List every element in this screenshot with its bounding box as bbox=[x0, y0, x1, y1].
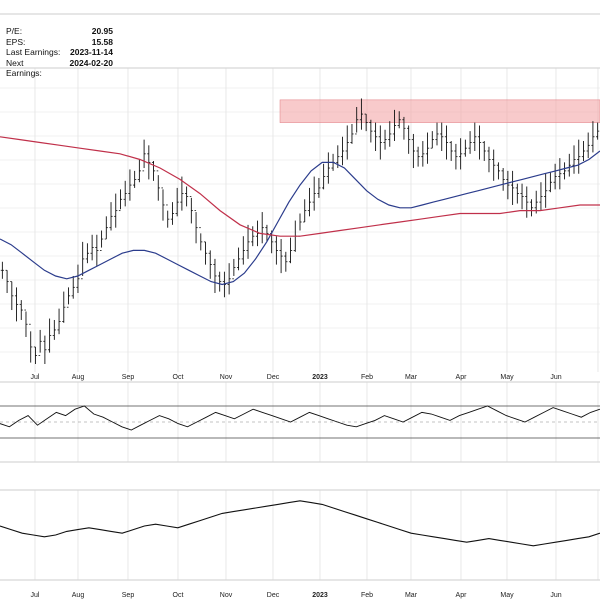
moving-averages bbox=[0, 136, 600, 286]
x-tick-label: Aug bbox=[72, 592, 85, 599]
x-tick-label: Jul bbox=[31, 374, 40, 381]
x-axis-ticks: Jul Jul Aug Aug Sep Sep Oct Oct Nov Nov Dec Dec 2023… bbox=[31, 374, 562, 599]
x-tick-label: Mar bbox=[405, 592, 418, 599]
x-tick-label: 2023 bbox=[312, 374, 328, 381]
x-tick-label: Jul bbox=[31, 592, 40, 599]
ma_200-line bbox=[0, 136, 600, 237]
fundamental-value: 2024-02-20 bbox=[69, 57, 113, 68]
fundamental-value: 15.58 bbox=[91, 36, 113, 47]
x-tick-label: Feb bbox=[361, 374, 373, 381]
x-tick-label: Mar bbox=[405, 374, 418, 381]
x-tick-label: Sep bbox=[122, 592, 135, 599]
indicator-panel-2 bbox=[0, 500, 600, 547]
fundamental-label: P/E: bbox=[6, 26, 23, 36]
grid-lines bbox=[0, 68, 600, 580]
fundamental-row: Last Earnings: 2023-11-14 bbox=[6, 47, 113, 58]
x-tick-label: Dec bbox=[267, 374, 280, 381]
fundamental-label: EPS: bbox=[6, 36, 26, 47]
fundamental-label: Next Earnings: bbox=[6, 57, 42, 79]
x-tick-label: Nov bbox=[220, 592, 233, 599]
x-tick-label: May bbox=[500, 374, 514, 381]
fundamentals-box: P/E: 20.95 EPS: 15.58 Last Earnings: 2023-1… bbox=[6, 26, 113, 79]
indicator-1-line bbox=[0, 405, 600, 431]
resistance-zone bbox=[279, 99, 600, 123]
fundamental-value: 20.95 bbox=[91, 26, 113, 36]
x-tick-label: May bbox=[500, 592, 514, 599]
x-tick-label: Nov bbox=[220, 374, 233, 381]
x-tick-label: Jun bbox=[550, 592, 561, 599]
x-tick-label: Feb bbox=[361, 592, 373, 599]
ma_50-line bbox=[0, 150, 600, 286]
indicator-panel-1 bbox=[0, 405, 600, 439]
x-tick-label: Apr bbox=[456, 374, 468, 381]
fundamental-row: Next Earnings: 2024-02-20 bbox=[6, 58, 113, 79]
x-tick-label: 2023 bbox=[312, 592, 328, 599]
x-tick-label: Sep bbox=[122, 374, 135, 381]
indicator-2-line bbox=[0, 500, 600, 547]
x-tick-label: Oct bbox=[173, 374, 184, 381]
chart-frame bbox=[0, 13, 600, 581]
x-tick-label: Dec bbox=[267, 592, 280, 599]
fundamental-label: Last Earnings: bbox=[6, 47, 61, 57]
x-tick-label: Apr bbox=[456, 592, 468, 599]
x-tick-label: Oct bbox=[173, 592, 184, 599]
x-tick-label: Jun bbox=[550, 374, 561, 381]
fundamental-row: EPS: 15.58 bbox=[6, 37, 113, 48]
price-bars bbox=[0, 98, 600, 364]
fundamental-value: 2023-11-14 bbox=[69, 47, 113, 57]
fundamental-row: P/E: 20.95 bbox=[6, 26, 113, 37]
x-tick-label: Aug bbox=[72, 374, 85, 381]
